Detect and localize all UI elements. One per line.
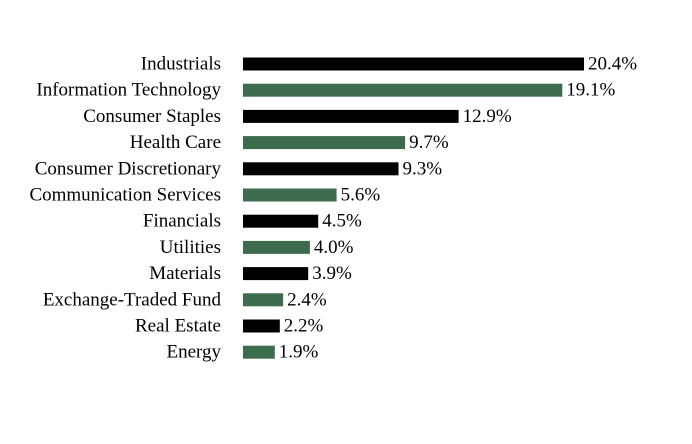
category-label: Exchange-Traded Fund — [43, 289, 222, 310]
bar — [243, 109, 459, 123]
value-label: 3.9% — [312, 263, 352, 284]
value-label: 4.5% — [322, 211, 362, 232]
category-labels: Industrials Information Technology Consume… — [29, 54, 221, 363]
value-label: 20.4% — [588, 54, 637, 75]
category-label: Energy — [166, 342, 221, 363]
value-label: 2.2% — [284, 316, 324, 337]
bar — [243, 136, 406, 150]
category-label: Utilities — [160, 237, 221, 258]
bar — [243, 162, 399, 176]
value-label: 2.4% — [287, 289, 327, 310]
value-label: 12.9% — [463, 106, 512, 127]
bar — [243, 345, 275, 359]
value-label: 19.1% — [566, 80, 615, 101]
category-label: Real Estate — [135, 316, 221, 337]
value-label: 4.0% — [314, 237, 354, 258]
value-label: 9.3% — [403, 158, 443, 179]
category-label: Financials — [143, 211, 221, 232]
value-label: 1.9% — [279, 342, 319, 363]
bars — [243, 57, 584, 359]
bar — [243, 83, 563, 97]
value-label: 9.7% — [409, 132, 449, 153]
bar — [243, 293, 284, 307]
category-label: Consumer Discretionary — [35, 158, 222, 179]
category-label: Industrials — [141, 54, 221, 75]
bar — [243, 319, 280, 333]
category-label: Information Technology — [36, 80, 221, 101]
bar — [243, 188, 337, 202]
value-label: 5.6% — [341, 185, 381, 206]
bar — [243, 214, 319, 228]
bar — [243, 267, 309, 281]
category-label: Materials — [149, 263, 221, 284]
category-label: Health Care — [130, 132, 221, 153]
bar — [243, 57, 584, 71]
value-labels: 20.4% 19.1% 12.9% 9.7% 9.3% 5.6% 4.5% 4.0% 3.9% 2… — [279, 54, 637, 363]
bar — [243, 240, 310, 254]
category-label: Consumer Staples — [83, 106, 221, 127]
category-label: Communication Services — [29, 185, 221, 206]
